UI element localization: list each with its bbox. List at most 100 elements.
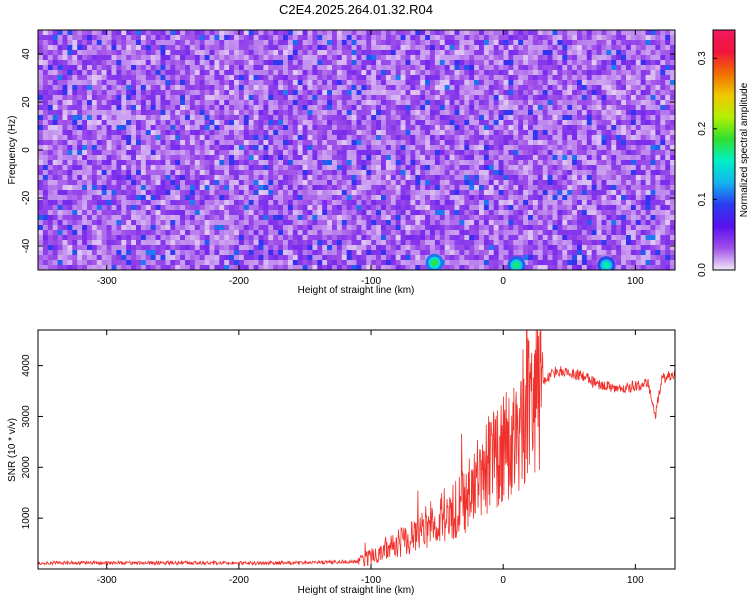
spectrogram-cell <box>145 135 151 141</box>
spectrogram-cell <box>523 160 529 166</box>
spectrogram-cell <box>101 205 107 211</box>
spectrogram-cell <box>116 110 122 116</box>
spectrogram-cell <box>572 165 578 171</box>
spectrogram-cell <box>395 170 401 176</box>
spectrogram-cell <box>552 95 558 101</box>
spectrogram-cell <box>449 85 455 91</box>
spectrogram-cell <box>518 65 524 71</box>
spectrogram-cell <box>238 205 245 211</box>
spectrogram-cell <box>253 150 259 156</box>
spectrogram-cell <box>91 210 98 216</box>
spectrogram-cell <box>136 175 142 181</box>
spectrogram-cell <box>493 45 499 51</box>
spectrogram-cell <box>586 175 592 181</box>
spectrogram-cell <box>449 120 455 126</box>
spectrogram-cell <box>562 110 568 116</box>
spectrogram-cell <box>459 105 465 111</box>
spectrogram-cell <box>425 40 431 46</box>
spectrogram-cell <box>341 215 347 221</box>
spectrogram-cell <box>586 65 592 71</box>
spectrogram-cell <box>430 140 436 146</box>
spectrogram-cell <box>513 120 519 126</box>
spectrogram-cell <box>238 170 245 176</box>
spectrogram-cell <box>449 75 455 81</box>
spectrogram-cell <box>390 160 396 166</box>
spectrogram-cell <box>474 140 480 146</box>
spectrogram-cell <box>219 45 225 51</box>
spectrogram-cell <box>459 160 465 166</box>
spectrogram-cell <box>459 100 465 106</box>
spectrogram-cell <box>518 30 524 36</box>
spectrogram-cell <box>214 90 220 96</box>
spectrogram-cell <box>317 135 323 141</box>
spectrogram-cell <box>116 200 122 206</box>
spectrogram-cell <box>47 105 53 111</box>
spectrogram-cell <box>577 190 583 196</box>
spectrogram-cell <box>42 210 49 216</box>
spectrogram-cell <box>405 175 411 181</box>
spectrogram-cell <box>214 65 220 71</box>
spectrogram-cell <box>430 75 436 81</box>
spectrogram-cell <box>322 60 328 66</box>
spectrogram-cell <box>483 75 490 81</box>
spectrogram-cell <box>616 105 622 111</box>
spectrogram-cell <box>601 30 607 36</box>
spectrogram-cell <box>327 210 333 216</box>
spectrogram-cell <box>640 75 646 81</box>
spectrogram-cell <box>278 75 284 81</box>
spectrogram-cell <box>503 210 509 216</box>
spectrogram-cell <box>145 60 151 66</box>
spectrogram-cell <box>660 85 666 91</box>
spectrogram-cell <box>150 65 156 71</box>
spectrogram-cell <box>101 150 107 156</box>
spectrogram-cell <box>150 85 156 91</box>
spectrogram-cell <box>366 145 372 151</box>
spectrogram-cell <box>263 80 269 86</box>
spectrogram-cell <box>425 75 431 81</box>
spectrogram-cell <box>47 115 53 121</box>
spectrogram-cell <box>229 140 235 146</box>
spectrogram-cell <box>616 100 622 106</box>
spectrogram-cell <box>165 35 171 41</box>
spectrogram-cell <box>532 90 539 96</box>
spectrogram-cell <box>459 30 465 36</box>
spectrogram-cell <box>361 145 367 151</box>
spectrogram-cell <box>189 30 196 36</box>
spectrogram-cell <box>513 110 519 116</box>
spectrogram-cell <box>106 60 112 66</box>
spectrogram-cell <box>346 50 352 56</box>
spectrogram-cell <box>243 180 249 186</box>
spectrogram-cell <box>47 170 53 176</box>
spectrogram-cell <box>82 115 88 121</box>
spectrogram-cell <box>136 135 142 141</box>
spectrogram-cell <box>47 140 53 146</box>
spectrogram-cell <box>498 210 504 216</box>
spectrogram-cell <box>552 215 558 221</box>
spectrogram-cell <box>136 170 142 176</box>
spectrogram-cell <box>145 40 151 46</box>
spectrogram-cell <box>532 95 539 101</box>
spectrogram-cell <box>361 210 367 216</box>
spectrogram-cell <box>390 95 396 101</box>
spectrogram-cell <box>283 45 289 51</box>
spectrogram-cell <box>498 70 504 76</box>
spectrogram-cell <box>185 190 191 196</box>
spectrogram-cell <box>488 130 494 136</box>
spectrogram-cell <box>180 215 186 221</box>
spectrogram-cell <box>361 35 367 41</box>
spectrogram-cell <box>307 35 313 41</box>
spectrogram-cell <box>596 170 602 176</box>
spectrogram-cell <box>332 55 338 61</box>
spectrogram-cell <box>307 70 313 76</box>
spectrogram-cell <box>655 100 661 106</box>
spectrogram-cell <box>459 165 465 171</box>
spectrogram-cell <box>670 170 675 176</box>
spectrogram-cell <box>199 115 205 121</box>
spectrogram-cell <box>508 195 514 201</box>
spectrogram-cell <box>175 210 181 216</box>
spectrogram-cell <box>547 140 553 146</box>
spectrogram-cell <box>572 75 578 81</box>
spectrogram-cell <box>425 30 431 36</box>
spectrogram-cell <box>552 85 558 91</box>
spectrogram-cell <box>67 35 73 41</box>
